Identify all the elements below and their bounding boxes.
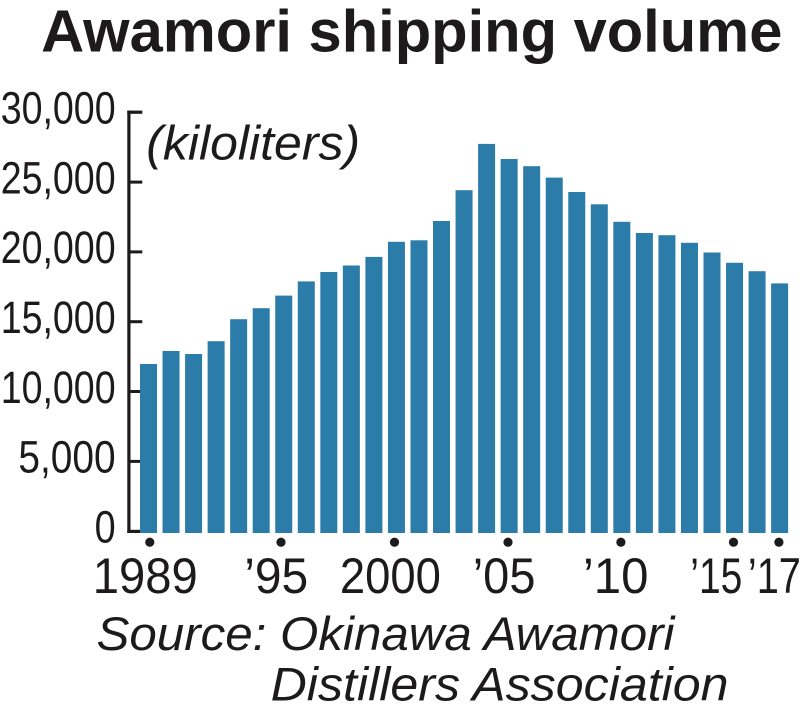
svg-text:’17: ’17 (748, 548, 800, 604)
svg-text:Source: Okinawa Awamori: Source: Okinawa Awamori (97, 607, 677, 660)
svg-text:1989: 1989 (93, 548, 198, 604)
svg-text:10,000: 10,000 (1, 362, 116, 413)
svg-text:20,000: 20,000 (1, 222, 116, 273)
svg-text:’95: ’95 (244, 548, 308, 604)
svg-text:25,000: 25,000 (1, 152, 116, 203)
svg-text:(kiloliters): (kiloliters) (146, 118, 360, 171)
svg-text:Distillers Association: Distillers Association (271, 657, 729, 710)
svg-text:’10: ’10 (583, 548, 649, 604)
svg-text:5,000: 5,000 (18, 432, 115, 483)
svg-text:’05: ’05 (473, 548, 536, 604)
svg-text:30,000: 30,000 (1, 82, 116, 133)
svg-text:15,000: 15,000 (1, 292, 116, 343)
svg-text:Awamori shipping volume: Awamori shipping volume (41, 0, 782, 65)
svg-text:0: 0 (95, 501, 116, 552)
svg-text:2000: 2000 (340, 548, 441, 604)
svg-text:’15: ’15 (690, 548, 742, 604)
